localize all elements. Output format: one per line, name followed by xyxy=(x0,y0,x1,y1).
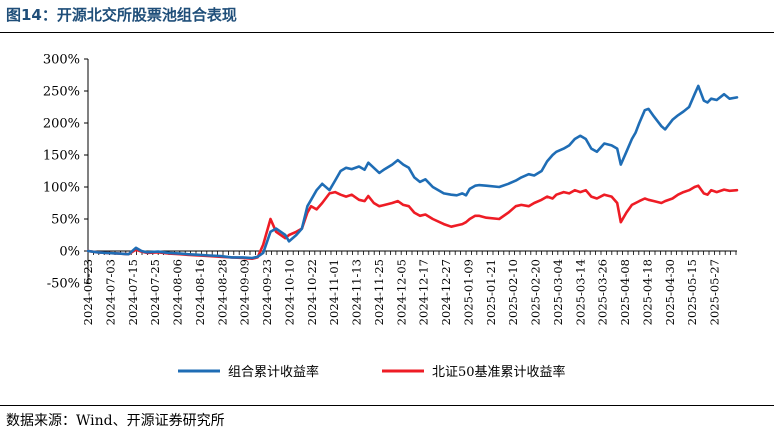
x-tick-label: 2025-02-20 xyxy=(529,259,543,325)
legend-portfolio-label: 组合累计收益率 xyxy=(228,364,319,380)
x-tick-label: 2025-02-10 xyxy=(506,259,520,325)
x-tick-label: 2025-03-04 xyxy=(551,259,565,325)
figure-title: 图14：开源北交所股票池组合表现 xyxy=(6,6,237,24)
x-tick-label: 2025-04-18 xyxy=(640,259,654,325)
x-tick-label: 2024-08-06 xyxy=(171,259,185,325)
x-tick-label: 2025-03-14 xyxy=(573,259,587,325)
series-line-benchmark xyxy=(86,184,739,260)
x-tick-label: 2025-05-15 xyxy=(685,259,699,325)
y-tick-label: 300% xyxy=(43,53,80,68)
source-rule xyxy=(0,405,774,406)
y-tick-label: 100% xyxy=(43,181,80,196)
y-tick-label: 50% xyxy=(51,213,80,228)
x-tick-label: 2024-09-23 xyxy=(260,259,274,325)
x-tick-label: 2024-12-27 xyxy=(439,259,453,325)
series-line-portfolio xyxy=(86,84,739,260)
title-rule xyxy=(0,32,774,33)
x-tick-label: 2025-05-27 xyxy=(708,259,722,325)
chart: -50% 0% 50% 100% 150% 200% 250% 300% 2024-06-23 2… xyxy=(43,53,739,380)
y-tick-label: 0% xyxy=(59,245,80,260)
x-tick-label: 2024-08-16 xyxy=(193,259,207,325)
x-tick-label: 2024-08-28 xyxy=(215,259,229,325)
x-tick-label: 2025-04-08 xyxy=(618,259,632,325)
x-tick-label: 2025-01-21 xyxy=(484,259,498,325)
x-tick-label: 2024-06-23 xyxy=(81,259,95,325)
x-tick-label: 2025-04-30 xyxy=(663,259,677,325)
x-tick-label: 2024-07-03 xyxy=(103,259,117,325)
x-tick-label: 2024-11-13 xyxy=(350,259,364,325)
x-tick-label: 2024-09-09 xyxy=(238,259,252,325)
data-source: 数据来源：Wind、开源证券研究所 xyxy=(6,413,225,429)
x-tick-label: 2024-07-15 xyxy=(126,259,140,325)
x-tick-label: 2025-01-09 xyxy=(461,259,475,325)
x-tick-label: 2024-10-10 xyxy=(282,259,296,325)
y-tick-label: 150% xyxy=(43,149,80,164)
x-tick-label: 2024-11-25 xyxy=(372,259,386,325)
x-tick-label: 2024-10-22 xyxy=(305,259,319,325)
x-tick-label: 2024-12-17 xyxy=(417,259,431,325)
y-tick-label: 200% xyxy=(43,117,80,132)
x-tick-label: 2024-07-25 xyxy=(148,259,162,325)
y-tick-label: 250% xyxy=(43,85,80,100)
x-tick-label: 2025-03-26 xyxy=(596,259,610,325)
x-tick-label: 2024-11-01 xyxy=(327,259,341,325)
y-tick-label: -50% xyxy=(47,277,80,292)
x-tick-label: 2024-12-05 xyxy=(394,259,408,325)
legend-benchmark-label: 北证50基准累计收益率 xyxy=(432,364,566,380)
